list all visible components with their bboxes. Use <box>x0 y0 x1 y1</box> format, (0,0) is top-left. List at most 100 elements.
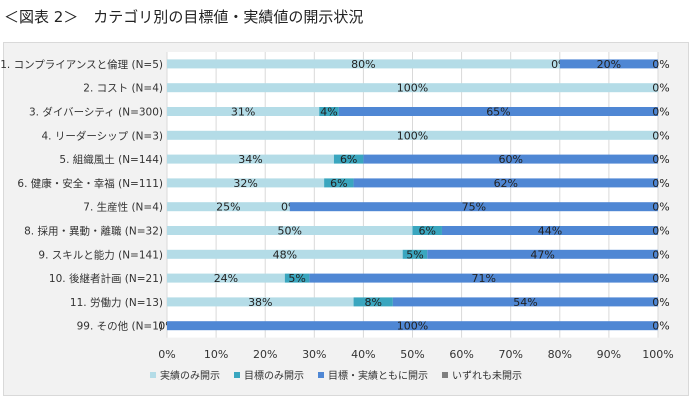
legend-swatch <box>442 372 448 378</box>
bar-segment <box>338 107 658 116</box>
data-label: 0% <box>652 58 669 71</box>
bar-segment <box>167 321 658 331</box>
data-label: 0% <box>652 201 669 214</box>
x-tick-label: 70% <box>498 348 522 361</box>
x-tick-label: 20% <box>253 348 277 361</box>
data-label: 25% <box>216 201 240 214</box>
data-label: 20% <box>597 58 621 71</box>
data-label: 31% <box>231 106 255 119</box>
data-label: 0% <box>652 296 669 309</box>
bar-segment <box>353 297 393 307</box>
category-label: 11. 労働力 (N=13) <box>70 296 163 309</box>
category-label: 4. リーダーシップ (N=3) <box>41 129 163 142</box>
data-label: 0% <box>652 153 669 166</box>
legend-swatch <box>318 372 324 378</box>
data-label: 8% <box>364 296 381 309</box>
x-tick-label: 60% <box>449 348 473 361</box>
legend-swatch <box>150 372 156 378</box>
data-label: 5% <box>288 272 305 285</box>
bar-segment <box>167 178 325 188</box>
data-label: 32% <box>233 177 257 190</box>
bar-segment <box>309 273 658 283</box>
data-label: 71% <box>471 272 495 285</box>
x-tick-label: 80% <box>548 348 572 361</box>
bar-segment <box>167 130 658 140</box>
data-label: 0% <box>652 320 669 333</box>
bar-segment <box>167 107 320 116</box>
category-label: 10. 後継者計画 (N=21) <box>49 272 163 285</box>
data-label: 5% <box>406 248 423 261</box>
category-label: 6. 健康・安全・幸福 (N=111) <box>17 177 163 190</box>
x-tick-label: 0% <box>158 348 175 361</box>
data-label: 4% <box>320 106 337 119</box>
data-label: 0% <box>652 248 669 261</box>
bar-segment <box>167 202 290 212</box>
data-label: 48% <box>273 248 297 261</box>
bar-segment <box>167 226 413 235</box>
x-tick-label: 10% <box>204 348 228 361</box>
category-label: 7. 生産性 (N=4) <box>83 201 163 214</box>
legend-label: 目標・実績ともに開示 <box>328 369 428 382</box>
bar-segment <box>441 226 658 235</box>
category-label: 5. 組織風土 (N=144) <box>59 153 163 166</box>
bar-segment <box>402 249 428 259</box>
category-label: 1. コンプライアンスと倫理 (N=5) <box>0 58 163 71</box>
bar-segment <box>167 83 658 93</box>
legend-label: 目標のみ開示 <box>244 369 304 382</box>
bar-segment <box>559 59 658 69</box>
data-label: 100% <box>397 320 428 333</box>
data-label: 54% <box>513 296 537 309</box>
x-tick-label: 50% <box>400 348 424 361</box>
category-label: 8. 採用・異動・離職 (N=32) <box>24 225 163 238</box>
data-label: 60% <box>498 153 522 166</box>
data-label: 38% <box>248 296 272 309</box>
data-label: 50% <box>278 225 302 238</box>
bar-segment <box>392 297 658 307</box>
category-label: 99. その他 (N=1) <box>77 320 163 333</box>
category-label: 9. スキルと能力 (N=141) <box>38 248 163 261</box>
data-label: 0% <box>652 106 669 119</box>
bar-segment <box>427 249 658 259</box>
data-label: 0% <box>652 129 669 142</box>
category-label: 3. ダイバーシティ (N=300) <box>29 106 163 119</box>
data-label: 75% <box>462 201 486 214</box>
x-tick-label: 100% <box>642 348 673 361</box>
data-label: 80% <box>351 58 375 71</box>
bar-segment <box>324 178 354 188</box>
data-label: 34% <box>238 153 262 166</box>
bar-segment <box>289 202 658 212</box>
data-label: 100% <box>397 82 428 95</box>
data-label: 6% <box>340 153 357 166</box>
bar-segment <box>167 59 560 69</box>
figure-title: ＜図表 2＞ カテゴリ別の目標値・実績値の開示状況 <box>4 8 364 26</box>
x-tick-label: 40% <box>351 348 375 361</box>
data-label: 6% <box>419 225 436 238</box>
x-tick-label: 90% <box>597 348 621 361</box>
data-label: 0% <box>652 177 669 190</box>
bar-segment <box>284 273 310 283</box>
bar-segment <box>167 297 354 307</box>
data-label: 6% <box>330 177 347 190</box>
data-label: 24% <box>214 272 238 285</box>
data-label: 44% <box>538 225 562 238</box>
legend-label: 実績のみ開示 <box>160 369 220 382</box>
data-label: 100% <box>397 129 428 142</box>
category-label: 2. コスト (N=4) <box>83 83 163 95</box>
data-label: 47% <box>530 248 554 261</box>
legend-label: いずれも未開示 <box>452 370 522 382</box>
data-label: 0% <box>652 225 669 238</box>
bar-segment <box>167 249 403 259</box>
data-label: 65% <box>486 106 510 119</box>
legend-swatch <box>234 372 240 378</box>
data-label: 0% <box>652 272 669 285</box>
x-tick-label: 30% <box>302 348 326 361</box>
bar-segment <box>167 154 334 164</box>
bar-segment <box>333 154 364 164</box>
bar-segment <box>167 273 285 283</box>
data-label: 0% <box>652 82 669 95</box>
bar-segment <box>363 154 658 164</box>
data-label: 62% <box>494 177 518 190</box>
bar-segment <box>319 107 339 116</box>
bar-segment <box>353 178 658 188</box>
